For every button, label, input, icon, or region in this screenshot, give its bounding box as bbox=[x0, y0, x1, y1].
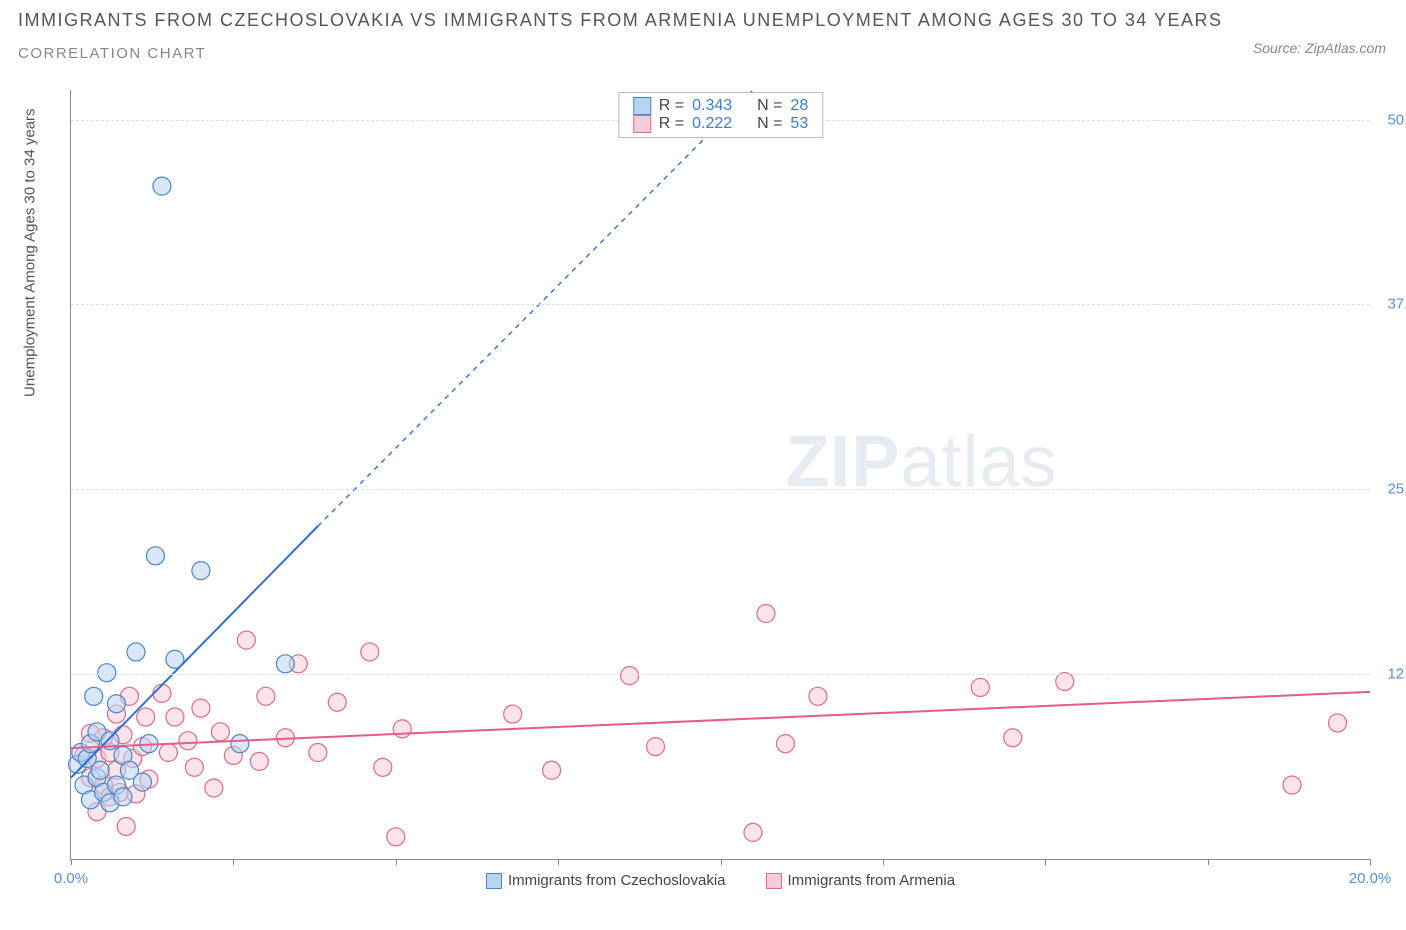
scatter-point-am bbox=[971, 678, 989, 696]
x-tick bbox=[71, 859, 72, 865]
bottom-legend: Immigrants from Czechoslovakia Immigrant… bbox=[71, 872, 1370, 889]
x-tick bbox=[558, 859, 559, 865]
scatter-point-cz bbox=[98, 664, 116, 682]
scatter-point-am bbox=[387, 828, 405, 846]
scatter-point-am bbox=[1056, 673, 1074, 691]
scatter-point-cz bbox=[192, 562, 210, 580]
scatter-point-am bbox=[205, 779, 223, 797]
scatter-point-am bbox=[543, 761, 561, 779]
stats-swatch-cz bbox=[633, 97, 651, 115]
x-tick bbox=[1370, 859, 1371, 865]
scatter-point-cz bbox=[127, 643, 145, 661]
scatter-point-am bbox=[309, 744, 327, 762]
x-tick bbox=[883, 859, 884, 865]
x-tick bbox=[396, 859, 397, 865]
scatter-plot: ZIPatlas R = 0.343 N = 28 R = 0.222 N = … bbox=[70, 90, 1370, 860]
x-tick bbox=[721, 859, 722, 865]
x-tick-label: 0.0% bbox=[54, 870, 88, 887]
stats-N-am: 53 bbox=[790, 115, 808, 133]
plot-svg bbox=[71, 90, 1370, 859]
scatter-point-am bbox=[179, 732, 197, 750]
scatter-point-am bbox=[744, 823, 762, 841]
legend-label-am: Immigrants from Armenia bbox=[788, 872, 956, 889]
scatter-point-cz bbox=[85, 687, 103, 705]
stats-N-label: N = bbox=[757, 97, 782, 115]
x-tick bbox=[1045, 859, 1046, 865]
scatter-point-am bbox=[250, 752, 268, 770]
legend-item-cz: Immigrants from Czechoslovakia bbox=[486, 872, 726, 889]
stats-N-cz: 28 bbox=[790, 97, 808, 115]
stats-legend-box: R = 0.343 N = 28 R = 0.222 N = 53 bbox=[618, 92, 823, 138]
source-prefix: Source: bbox=[1253, 40, 1305, 56]
scatter-point-am bbox=[1329, 714, 1347, 732]
scatter-point-am bbox=[361, 643, 379, 661]
stats-R-am: 0.222 bbox=[692, 115, 732, 133]
scatter-point-am bbox=[504, 705, 522, 723]
scatter-point-am bbox=[776, 735, 794, 753]
scatter-point-am bbox=[117, 817, 135, 835]
scatter-point-cz bbox=[114, 788, 132, 806]
y-axis-label: Unemployment Among Ages 30 to 34 years bbox=[22, 108, 39, 397]
chart-title-line1: IMMIGRANTS FROM CZECHOSLOVAKIA VS IMMIGR… bbox=[18, 10, 1388, 31]
scatter-point-cz bbox=[231, 735, 249, 753]
source-attribution: Source: ZipAtlas.com bbox=[1253, 40, 1386, 56]
scatter-point-am bbox=[1283, 776, 1301, 794]
stats-row-cz: R = 0.343 N = 28 bbox=[633, 97, 808, 115]
x-tick bbox=[1208, 859, 1209, 865]
scatter-point-am bbox=[621, 667, 639, 685]
scatter-point-am bbox=[137, 708, 155, 726]
x-tick bbox=[233, 859, 234, 865]
chart-title-line2: CORRELATION CHART bbox=[18, 45, 1388, 62]
y-tick-label: 37.5% bbox=[1375, 296, 1406, 313]
scatter-point-cz bbox=[91, 761, 109, 779]
scatter-point-am bbox=[809, 687, 827, 705]
stats-R-cz: 0.343 bbox=[692, 97, 732, 115]
x-tick-label: 20.0% bbox=[1349, 870, 1392, 887]
scatter-point-cz bbox=[133, 773, 151, 791]
trendline-dash-cz bbox=[318, 90, 753, 526]
stats-swatch-am bbox=[633, 115, 651, 133]
stats-N-label: N = bbox=[757, 115, 782, 133]
gridline bbox=[71, 489, 1370, 490]
scatter-point-am bbox=[153, 684, 171, 702]
scatter-point-am bbox=[393, 720, 411, 738]
scatter-point-am bbox=[757, 605, 775, 623]
scatter-point-cz bbox=[107, 695, 125, 713]
scatter-point-am bbox=[328, 693, 346, 711]
scatter-point-am bbox=[159, 744, 177, 762]
scatter-point-cz bbox=[146, 547, 164, 565]
scatter-point-am bbox=[166, 708, 184, 726]
gridline bbox=[71, 674, 1370, 675]
chart-container: Unemployment Among Ages 30 to 34 years Z… bbox=[60, 90, 1380, 860]
scatter-point-am bbox=[374, 758, 392, 776]
source-name: ZipAtlas.com bbox=[1305, 40, 1386, 56]
scatter-point-cz bbox=[153, 177, 171, 195]
stats-R-label: R = bbox=[659, 115, 684, 133]
legend-swatch-cz bbox=[486, 873, 502, 889]
scatter-point-am bbox=[211, 723, 229, 741]
legend-item-am: Immigrants from Armenia bbox=[766, 872, 956, 889]
y-tick-label: 50.0% bbox=[1375, 111, 1406, 128]
y-tick-label: 25.0% bbox=[1375, 481, 1406, 498]
stats-row-am: R = 0.222 N = 53 bbox=[633, 115, 808, 133]
y-tick-label: 12.5% bbox=[1375, 666, 1406, 683]
stats-R-label: R = bbox=[659, 97, 684, 115]
scatter-point-am bbox=[647, 738, 665, 756]
scatter-point-cz bbox=[276, 655, 294, 673]
legend-label-cz: Immigrants from Czechoslovakia bbox=[508, 872, 726, 889]
scatter-point-am bbox=[237, 631, 255, 649]
scatter-point-am bbox=[257, 687, 275, 705]
legend-swatch-am bbox=[766, 873, 782, 889]
scatter-point-am bbox=[192, 699, 210, 717]
scatter-point-am bbox=[1004, 729, 1022, 747]
gridline bbox=[71, 304, 1370, 305]
scatter-point-am bbox=[185, 758, 203, 776]
